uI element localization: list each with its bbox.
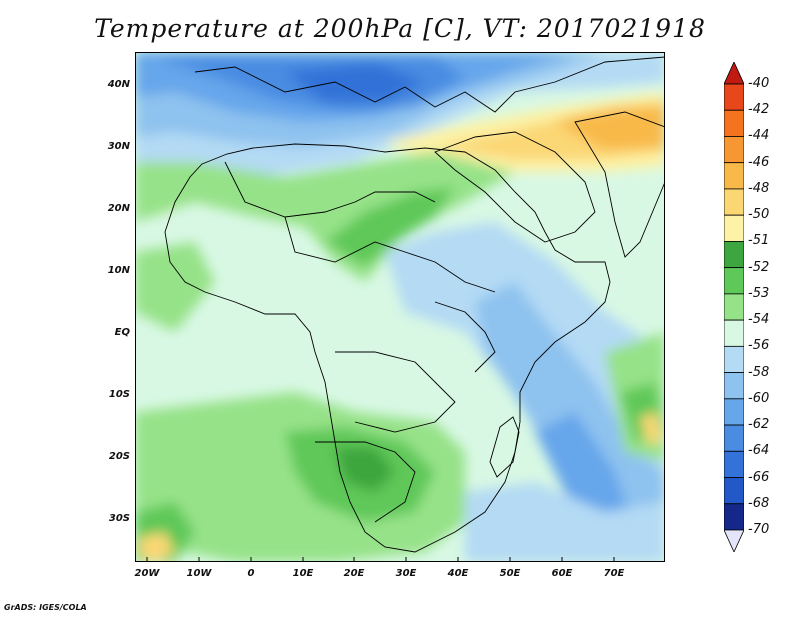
colorbar-label: -64: [748, 443, 770, 459]
field-green-sahara: [135, 152, 515, 282]
lon-label-10w: 10W: [186, 568, 212, 579]
colorbar-box: [724, 345, 744, 373]
colorbar-box: [724, 503, 744, 531]
lon-label-40e: 40E: [447, 568, 469, 579]
coastlines: [164, 56, 665, 553]
colorbar-label: -54: [748, 312, 770, 328]
lon-ticks: [146, 557, 615, 562]
field-green-south-3: [335, 447, 395, 492]
europe-coastline: [194, 56, 665, 113]
colorbar-label: -44: [748, 128, 770, 144]
colorbar-label: -46: [748, 154, 770, 170]
field-green-sahara-2: [325, 187, 455, 267]
colorbar: [724, 62, 744, 552]
lon-label-20w: 20W: [134, 568, 160, 579]
borders-sa: [315, 441, 416, 523]
borders-east: [434, 301, 496, 373]
colorbar-label: -52: [748, 259, 770, 275]
colorbar-box: [724, 214, 744, 242]
colorbar-box: [724, 450, 744, 478]
colorbar-label: -53: [748, 285, 770, 301]
field-warm-band-3: [555, 107, 665, 150]
colorbar-top-arrow: [724, 62, 744, 85]
temperature-map: [135, 52, 665, 562]
colorbar-label: -58: [748, 364, 770, 380]
colorbar-label: -56: [748, 338, 770, 354]
lon-label-70e: 70E: [603, 568, 625, 579]
africa-coastline: [164, 143, 611, 553]
colorbar-label: -51: [748, 233, 770, 249]
field-cold-north-5: [285, 62, 425, 102]
colorbar-box: [724, 398, 744, 426]
colorbar-box: [724, 136, 744, 164]
borders-mid: [284, 216, 496, 293]
colorbar-label: -48: [748, 180, 770, 196]
colorbar-label: -40: [748, 76, 770, 91]
colorbar-box: [724, 424, 744, 452]
colorbar-label: -70: [748, 522, 770, 537]
field-cool-se: [465, 482, 665, 562]
colorbar-box: [724, 109, 744, 137]
arabia-coastline: [434, 131, 596, 243]
lon-label-50e: 50E: [499, 568, 521, 579]
lat-label-10n: 10N: [107, 265, 130, 276]
lon-label-20e: 20E: [343, 568, 365, 579]
colorbar-label: -50: [748, 207, 770, 223]
colorbar-box: [724, 162, 744, 190]
colorbar-box: [724, 293, 744, 321]
lat-label-10s: 10S: [108, 389, 130, 400]
lat-label-30n: 30N: [107, 141, 130, 152]
colorbar-box: [724, 241, 744, 269]
madagascar-coastline: [489, 416, 520, 478]
colorbar-box: [724, 319, 744, 347]
lat-label-20s: 20S: [108, 451, 130, 462]
field-yellow-sw: [140, 532, 175, 562]
lat-label-40n: 40N: [107, 79, 130, 90]
colorbar-label: -42: [748, 102, 770, 118]
lon-label-0: 0: [247, 568, 255, 579]
lat-label-30s: 30S: [108, 513, 130, 524]
borders-north: [224, 161, 436, 218]
colorbar-label: -62: [748, 417, 770, 433]
india-coastline: [574, 111, 665, 258]
colorbar-label: -66: [748, 469, 770, 485]
colorbar-box: [724, 477, 744, 505]
field-yellow-east: [640, 412, 663, 444]
lat-label-20n: 20N: [107, 203, 130, 214]
colorbar-label: -60: [748, 390, 770, 406]
colorbar-box: [724, 83, 744, 111]
colorbar-bottom-arrow: [724, 529, 744, 552]
lat-label-eq: EQ: [114, 327, 130, 338]
colorbar-label: -68: [748, 495, 770, 511]
colorbar-box: [724, 188, 744, 216]
chart-title: Temperature at 200hPa [C], VT: 201702191…: [94, 14, 706, 43]
field-green-west: [135, 242, 215, 332]
lon-label-10e: 10E: [292, 568, 314, 579]
colorbar-box: [724, 372, 744, 400]
lon-label-30e: 30E: [395, 568, 417, 579]
credit-text: GrADS: IGES/COLA: [4, 603, 87, 612]
lon-label-60e: 60E: [551, 568, 573, 579]
colorbar-box: [724, 267, 744, 295]
borders-south: [335, 351, 456, 433]
